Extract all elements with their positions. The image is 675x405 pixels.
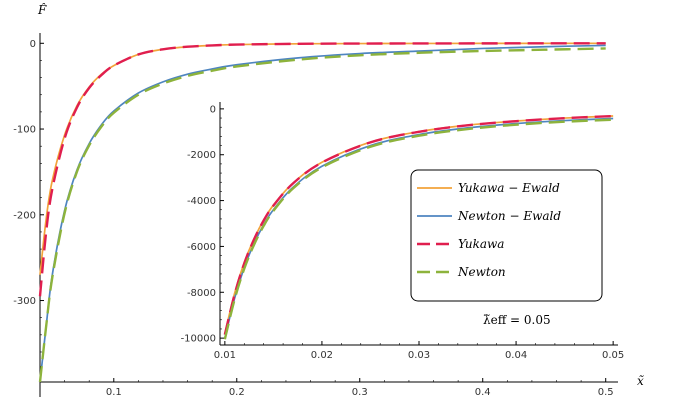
inset-y-tick-label: -8000 <box>187 288 216 299</box>
legend-label: Newton <box>457 265 506 279</box>
inset-series-line <box>223 114 614 335</box>
inset-x-tick-label: 0.02 <box>311 350 333 361</box>
legend-label: Newton − Ewald <box>457 209 561 223</box>
inset-series <box>223 114 614 340</box>
legend-label: Yukawa <box>458 237 504 251</box>
legend-label: Yukawa − Ewald <box>458 181 560 195</box>
main-series-line <box>38 42 606 297</box>
inset-y-tick-label: -2000 <box>187 150 216 161</box>
legend-box <box>410 169 603 302</box>
inset-y-tick-label: -6000 <box>187 242 216 253</box>
x-axis-title: x̃ <box>637 374 644 388</box>
inset-x-tick-label: 0.04 <box>505 350 527 361</box>
inset-x-tick-label: 0.01 <box>214 350 236 361</box>
main-x-tick-label: 0.4 <box>475 387 491 398</box>
main-x-tick-label: 0.2 <box>229 387 245 398</box>
main-y-tick-label: 0 <box>30 39 36 50</box>
main-y-tick-label: -100 <box>13 125 36 136</box>
main-series <box>38 42 606 383</box>
lambda-annotation: λ̃eff = 0.05 <box>483 313 551 327</box>
legend: Yukawa − Ewald Newton − Ewald Yukawa Newton <box>410 169 603 302</box>
inset-y-tick-label: -4000 <box>187 196 216 207</box>
legend-items: Yukawa − Ewald Newton − Ewald Yukawa Newton <box>417 181 561 279</box>
main-x-tick-label: 0.5 <box>598 387 614 398</box>
main-plot: 0.1 0.2 0.3 0.4 0.5 0 -100 -200 -300 F̂ x̃ <box>13 2 644 398</box>
main-y-tick-label: -300 <box>13 296 36 307</box>
main-y-tick-label: -200 <box>13 210 36 221</box>
inset-ticks: 0.01 0.02 0.03 0.04 0.05 0 -2000 -4000 -6000 -800… <box>181 104 625 361</box>
inset-y-tick-label: 0 <box>210 104 216 115</box>
inset-x-tick-label: 0.03 <box>408 350 430 361</box>
main-x-tick-label: 0.1 <box>106 387 122 398</box>
inset-series-line <box>223 118 614 340</box>
inset-x-tick-label: 0.05 <box>602 350 624 361</box>
main-ticks: 0.1 0.2 0.3 0.4 0.5 0 -100 -200 -300 <box>13 39 613 398</box>
inset-y-tick-label: -10000 <box>181 334 216 345</box>
main-x-tick-label: 0.3 <box>352 387 368 398</box>
main-series-line <box>38 47 606 383</box>
y-axis-title: F̂ <box>37 2 47 17</box>
